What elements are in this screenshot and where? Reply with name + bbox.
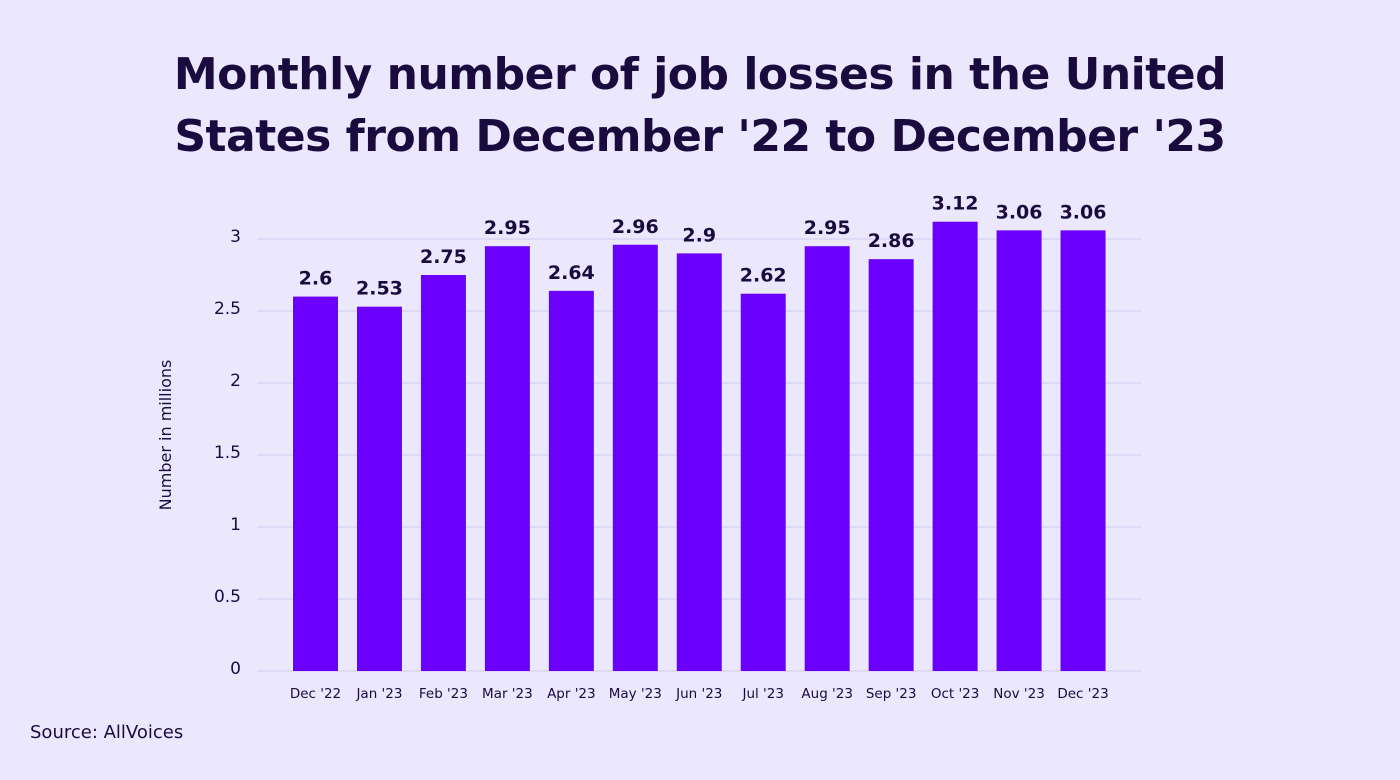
source-note: Source: AllVoices [30,722,184,743]
x-tick-label: Jun '23 [675,686,722,702]
y-tick-label: 2.5 [214,299,241,319]
data-label: 2.95 [804,217,851,239]
bar [1060,230,1106,672]
bar [484,246,530,671]
data-label: 3.06 [1060,201,1107,223]
data-label: 3.06 [996,201,1043,223]
data-label: 2.53 [356,278,403,300]
data-label: 2.96 [612,216,659,238]
x-tick-label: Apr '23 [547,686,596,702]
x-tick-label: Mar '23 [482,686,533,702]
data-label: 3.12 [932,193,979,215]
y-tick-label: 3 [230,227,241,247]
x-tick-label: May '23 [609,686,662,702]
bar [420,275,466,671]
bar [548,290,594,671]
bar [356,306,402,671]
data-label: 2.95 [484,217,531,239]
data-label: 2.64 [548,262,595,284]
bar [676,253,722,671]
data-label: 2.75 [420,246,467,268]
y-tick-label: 2 [230,371,241,391]
data-label: 2.6 [299,268,333,290]
data-label: 2.62 [740,265,787,287]
bar [932,221,978,671]
x-tick-label: Oct '23 [931,686,980,702]
data-label: 2.9 [682,224,716,246]
x-tick-label: Jul '23 [741,686,783,702]
x-tick-label: Sep '23 [866,686,917,702]
chart-title-line-1: Monthly number of job losses in the Unit… [173,49,1227,100]
bar [293,296,338,671]
data-label: 2.86 [868,230,915,252]
x-tick-label: Aug '23 [801,686,853,702]
x-tick-label: Dec '22 [290,686,341,702]
bar [612,244,658,671]
bar [996,230,1042,672]
y-tick-label: 1 [230,515,241,535]
x-tick-label: Jan '23 [355,686,402,702]
y-tick-label: 0 [230,659,241,679]
x-tick-label: Dec '23 [1057,686,1108,702]
bar [804,246,850,671]
bar [740,293,786,671]
y-axis-label: Number in millions [156,360,175,511]
x-tick-label: Nov '23 [993,686,1045,702]
y-tick-label: 1.5 [214,443,241,463]
chart-title: Monthly number of job losses in the Unit… [0,44,1400,168]
bar [868,259,914,671]
x-tick-label: Feb '23 [419,686,468,702]
chart-title-line-2: States from December '22 to December '23 [174,111,1226,162]
y-tick-label: 0.5 [214,587,241,607]
